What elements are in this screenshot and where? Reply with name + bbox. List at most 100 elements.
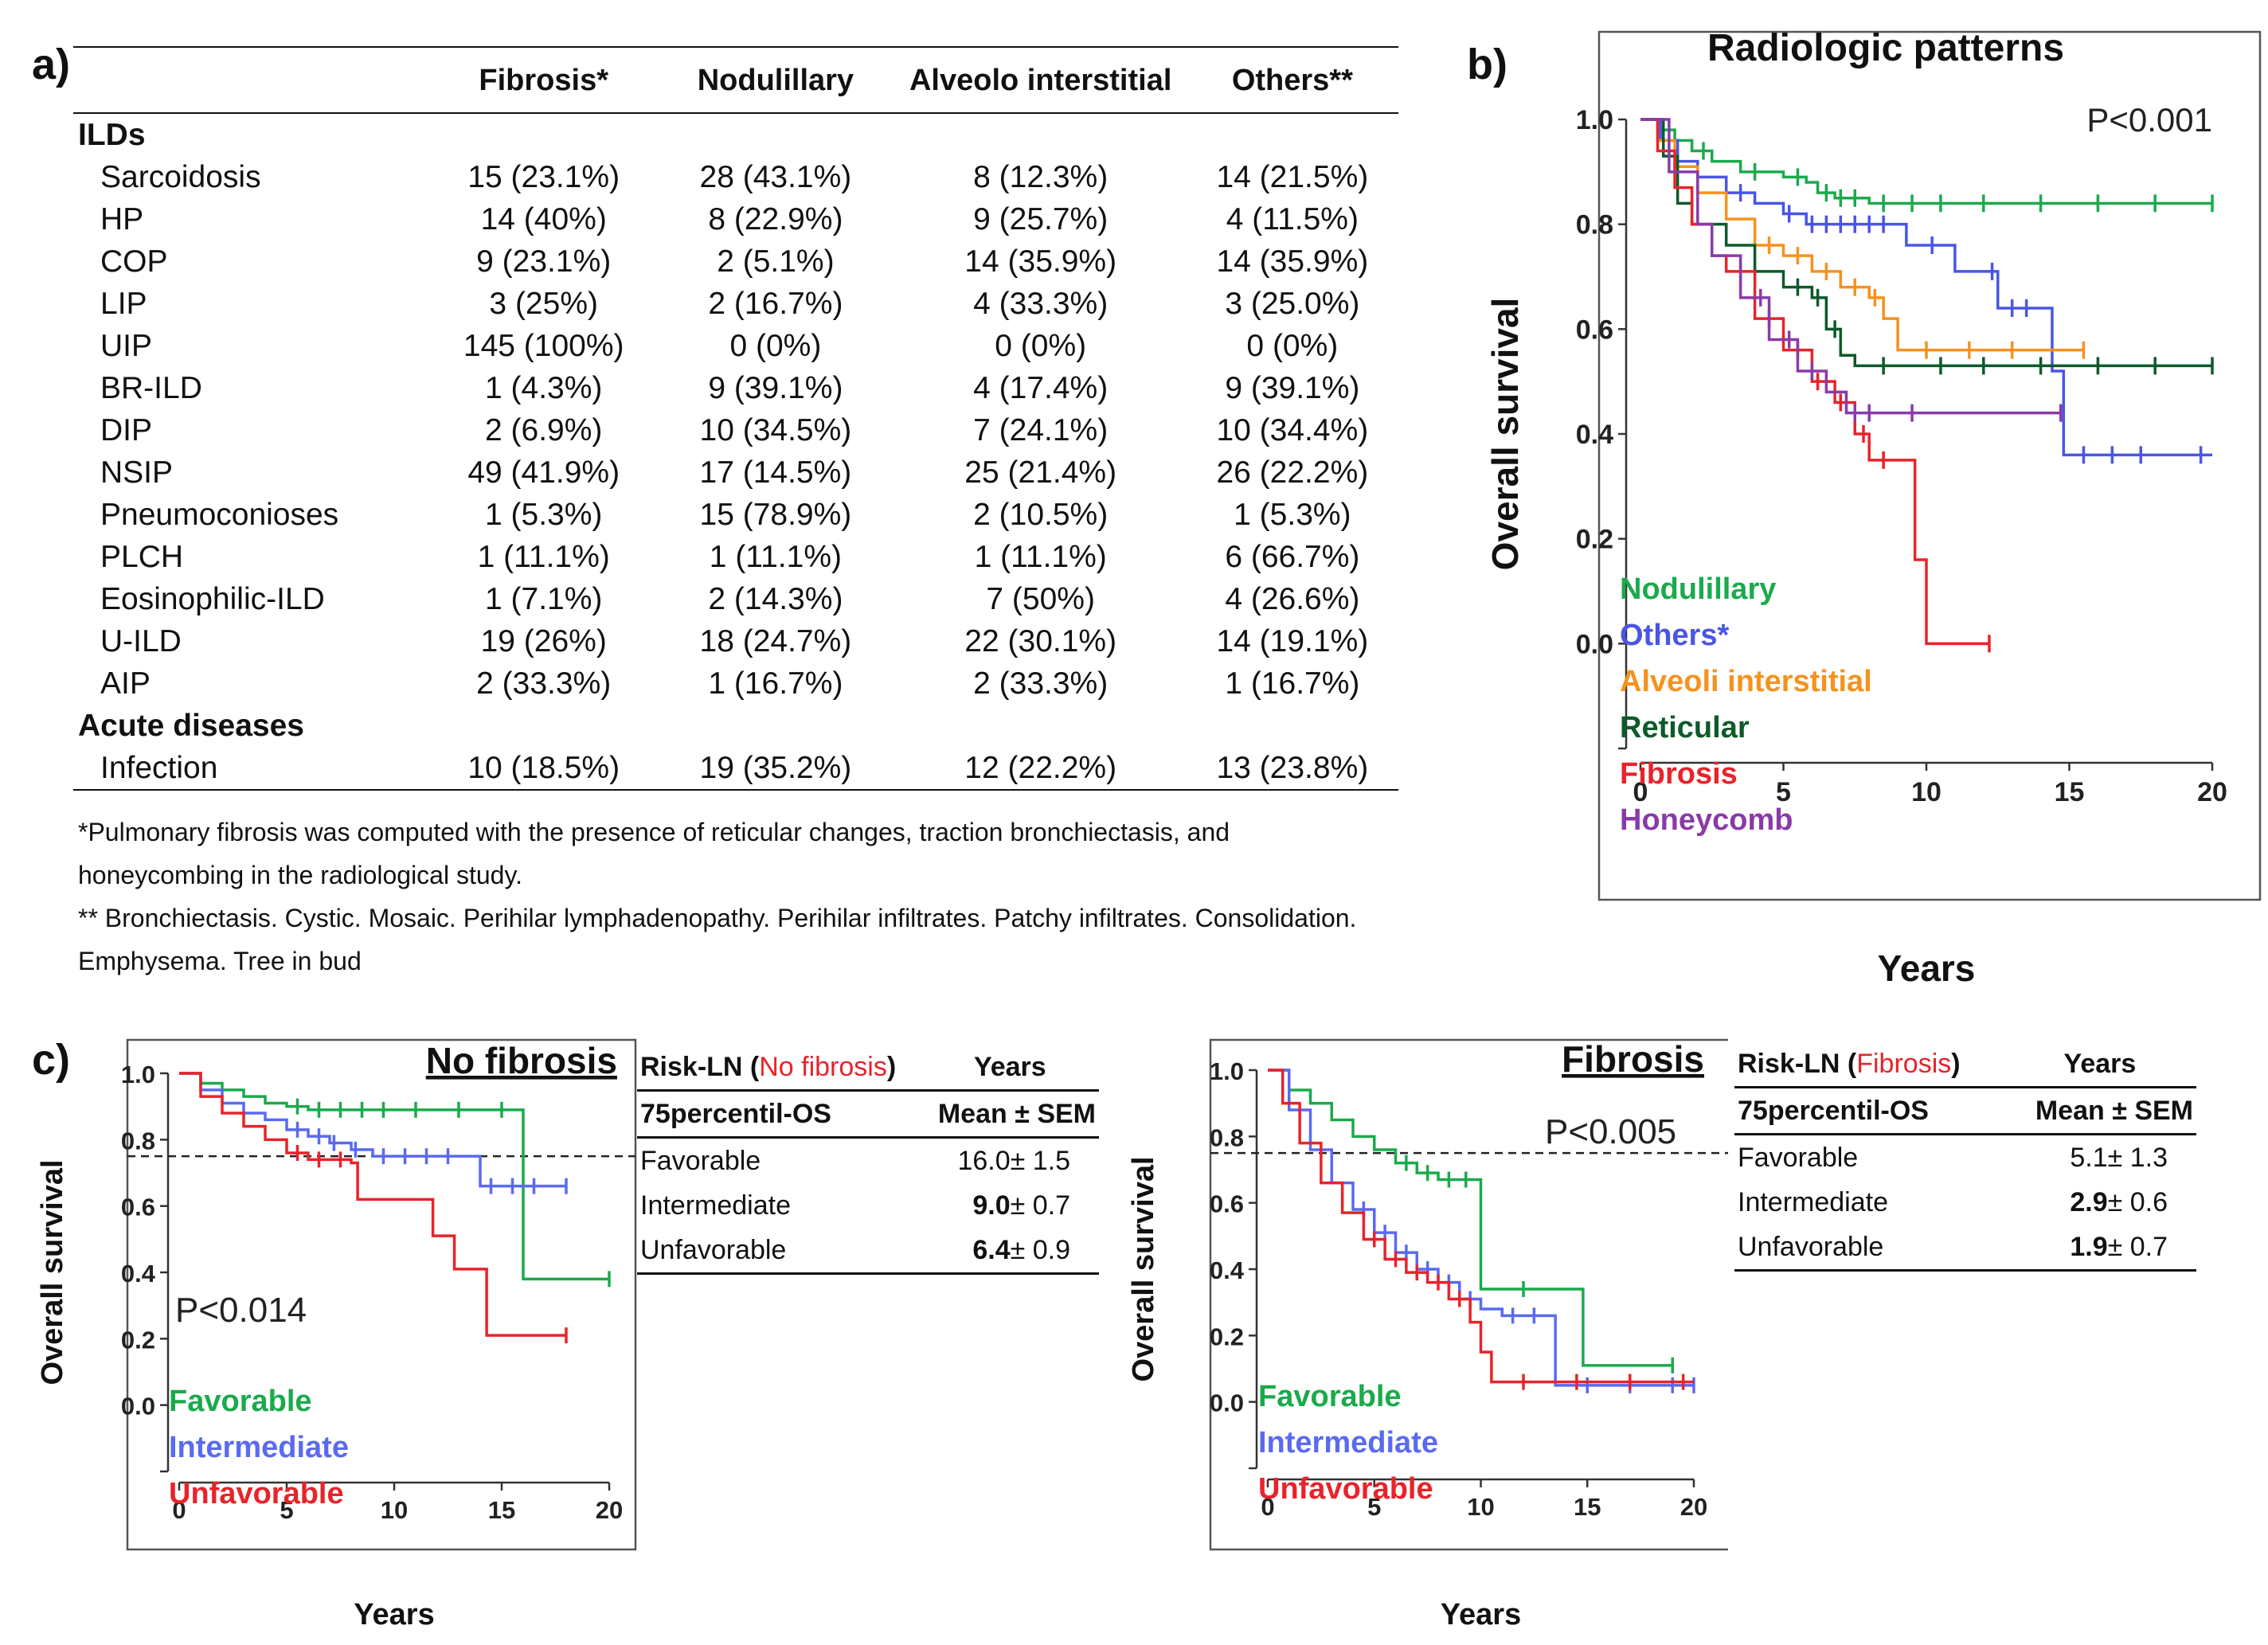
x-tick-label: 10 — [1467, 1493, 1494, 1521]
note-1: *Pulmonary fibrosis was computed with th… — [78, 818, 1230, 889]
y-tick-label: 1.0 — [1576, 105, 1613, 135]
chart-c-fibrosis: 0.0 0.2 0.4 0.6 0.8 1.0 0 5 10 15 20 Years Overall s… — [1127, 1038, 1728, 1631]
panel-a-letter: a) — [32, 41, 71, 88]
table-cell: 9 (39.1%) — [708, 370, 843, 405]
risk-row: Unfavorable 1.9± 0.7 — [1734, 1225, 2196, 1272]
risk-row: Unfavorable 6.4± 0.9 — [637, 1228, 1099, 1275]
table-cell: 9 (23.1%) — [476, 244, 612, 279]
table-cell: 13 (23.8%) — [1216, 750, 1369, 785]
table-cell: 7 (50%) — [986, 581, 1095, 616]
legend-entry: Favorable — [169, 1385, 312, 1418]
y-tick-label: 0.8 — [1576, 210, 1613, 240]
y-tick-label: 0.8 — [121, 1127, 155, 1155]
table-row-label: DIP — [100, 412, 153, 447]
table-row: U-ILD 19 (26%) 18 (24.7%) 22 (30.1%) 14 (19.… — [73, 620, 1398, 662]
legend-entry: Unfavorable — [169, 1477, 344, 1510]
p-value-annotation: P<0.005 — [1545, 1112, 1676, 1151]
risk-table-no-fibrosis: Risk-LN (No fibrosis) Years 75percentil-OS… — [637, 1045, 1099, 1275]
risk-row-value: 6.4± 0.9 — [921, 1228, 1099, 1275]
risk-title-row: Risk-LN (Fibrosis) Years — [1734, 1041, 2196, 1088]
x-tick-label: 15 — [1574, 1493, 1601, 1521]
risk-row-label: Favorable — [640, 1145, 761, 1176]
table-cell: 2 (16.7%) — [708, 286, 843, 321]
risk-mean: 9.0 — [972, 1190, 1011, 1221]
km-curve-nodulillary — [1640, 118, 2212, 205]
table-cell: 22 (30.1%) — [964, 623, 1117, 658]
x-tick-label: 20 — [1680, 1493, 1707, 1521]
table-cell: 6 (66.7%) — [1225, 539, 1360, 574]
y-tick-label: 0.4 — [1576, 420, 1613, 450]
x-tick-label: 10 — [1911, 777, 1941, 807]
table-cell: 2 (6.9%) — [485, 412, 603, 447]
y-tick-label: 0.0 — [1576, 629, 1613, 659]
legend-entry: Reticular — [1620, 711, 1750, 744]
table-row: AIP 2 (33.3%) 1 (16.7%) 2 (33.3%) 1 (16.7%) — [73, 662, 1398, 705]
table-row: BR-ILD 1 (4.3%) 9 (39.1%) 4 (17.4%) 9 (39.1%… — [73, 367, 1398, 409]
table-cell: 15 (78.9%) — [699, 497, 852, 532]
panel-a-notes: *Pulmonary fibrosis was computed with th… — [78, 811, 1400, 983]
table-cell: 9 (39.1%) — [1225, 370, 1360, 405]
table-group-row: Acute diseases — [73, 705, 1398, 747]
x-tick-label: 0 — [1261, 1493, 1274, 1521]
x-tick-label: 15 — [2055, 777, 2085, 807]
risk-sem: ± 1.5 — [1010, 1145, 1070, 1176]
x-axis-label: Years — [1878, 948, 1976, 989]
risk-row-value: 1.9± 0.7 — [2003, 1225, 2196, 1272]
table-cell: 2 (14.3%) — [708, 581, 843, 616]
table-row-label: BR-ILD — [100, 370, 202, 405]
risk-mean: 6.4 — [972, 1234, 1011, 1265]
table-cell: 145 (100%) — [463, 328, 624, 363]
table-group-label: ILDs — [78, 117, 146, 152]
table-cell: 3 (25.0%) — [1225, 286, 1360, 321]
table-cell: 17 (14.5%) — [699, 455, 852, 490]
table-row: Eosinophilic-ILD 1 (7.1%) 2 (14.3%) 7 (50%)… — [73, 578, 1398, 620]
table-row-label: AIP — [100, 666, 151, 701]
table-body: ILDs Sarcoidosis 15 (23.1%) 28 (43.1%) 8 (12… — [73, 113, 1398, 790]
risk-row-label: Intermediate — [1738, 1186, 1888, 1217]
table-row-label: UIP — [100, 328, 153, 363]
y-tick-label: 0.8 — [1210, 1123, 1244, 1151]
chart-title: Fibrosis — [1562, 1038, 1704, 1080]
table-cell: 1 (5.3%) — [1234, 497, 1351, 532]
table-row-label: Sarcoidosis — [100, 159, 261, 194]
table-row-label: COP — [100, 244, 168, 279]
table-cell: 1 (4.3%) — [485, 370, 603, 405]
table-cell: 0 (0%) — [1246, 328, 1339, 363]
y-tick-label: 0.6 — [1210, 1190, 1244, 1218]
chart-title: No fibrosis — [426, 1040, 617, 1081]
km-curve-unfavorable — [179, 1072, 566, 1337]
risk-table: Risk-LN (Fibrosis) Years 75percentil-OS Mea… — [1734, 1041, 2196, 1272]
table-header-row: Fibrosis* Nodulillary Alveolo interstiti… — [73, 47, 1398, 113]
chart-b-radiologic-patterns: 0.0 0.2 0.4 0.6 0.8 1.0 0 5 10 15 20 Years Overall s… — [1484, 27, 2262, 989]
note-2: ** Bronchiectasis. Cystic. Mosaic. Perih… — [78, 904, 1357, 975]
legend-entry: Unfavorable — [1258, 1472, 1433, 1506]
risk-title-prefix: Risk-LN ( — [640, 1051, 760, 1082]
table-cell: 10 (34.5%) — [699, 412, 852, 447]
p-value-annotation: P<0.001 — [2086, 101, 2212, 139]
risk-row: Intermediate 2.9± 0.6 — [1734, 1180, 2196, 1225]
risk-title: Risk-LN (Fibrosis) — [1734, 1041, 2004, 1088]
risk-title-years: Years — [2063, 1048, 2137, 1079]
risk-col-header: 75percentil-OS — [1734, 1086, 2004, 1135]
risk-title-highlight: Fibrosis — [1856, 1048, 1952, 1079]
chart-c-no-fibrosis: 0.0 0.2 0.4 0.6 0.8 1.0 0 5 10 15 20 Years Overall s… — [36, 1038, 637, 1631]
risk-row: Intermediate 9.0± 0.7 — [637, 1183, 1099, 1228]
x-tick-label: 5 — [1367, 1493, 1381, 1521]
table-cell: 10 (18.5%) — [467, 750, 620, 785]
risk-title-suffix: ) — [886, 1051, 897, 1082]
legend-entry: Nodulillary — [1620, 572, 1776, 606]
table-cell: 14 (35.9%) — [1216, 244, 1369, 279]
x-tick-label: 10 — [381, 1496, 408, 1524]
table-row: COP 9 (23.1%) 2 (5.1%) 14 (35.9%) 14 (35.9%) — [73, 240, 1398, 283]
table-cell: 10 (34.4%) — [1216, 412, 1369, 447]
table-cell: 4 (33.3%) — [973, 286, 1109, 321]
col-header-others: Others** — [1231, 64, 1353, 97]
risk-table-fibrosis: Risk-LN (Fibrosis) Years 75percentil-OS Mea… — [1734, 1041, 2196, 1272]
table-cell: 3 (25%) — [489, 286, 598, 321]
table-cell: 14 (35.9%) — [964, 244, 1117, 279]
risk-table: Risk-LN (No fibrosis) Years 75percentil-OS… — [637, 1045, 1099, 1275]
table-row: Sarcoidosis 15 (23.1%) 28 (43.1%) 8 (12.3%)… — [73, 156, 1398, 198]
x-tick-label: 20 — [596, 1496, 623, 1524]
table-cell: 15 (23.1%) — [467, 159, 620, 194]
table-cell: 1 (16.7%) — [1225, 666, 1360, 701]
